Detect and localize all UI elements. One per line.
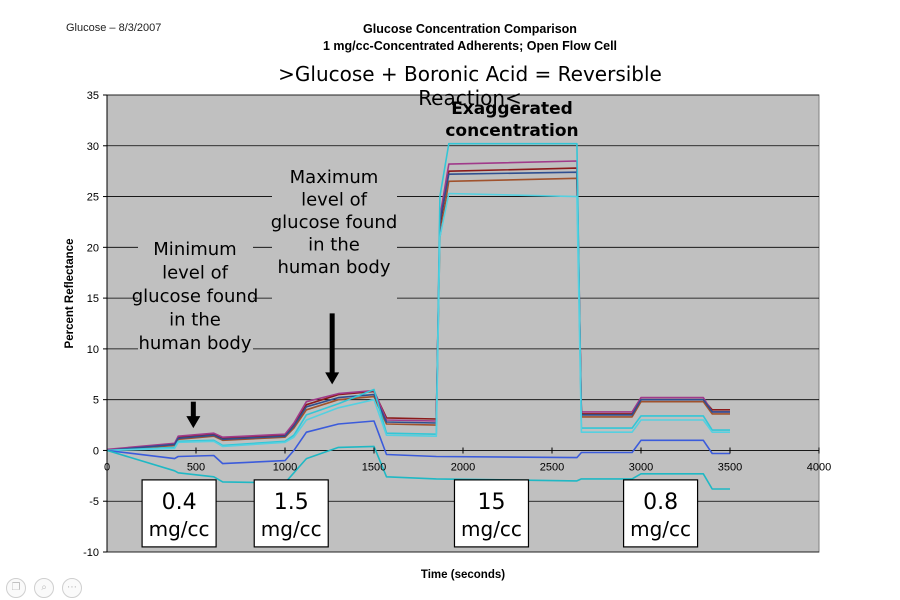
y-tick-label: 35: [87, 90, 99, 102]
x-tick-label: 2500: [540, 461, 564, 473]
min-annotation-bg: [138, 237, 253, 380]
concentration-box-2: [253, 479, 329, 548]
reaction-caption: >Glucose + Boronic Acid = Reversible Rea…: [278, 62, 662, 110]
max-annotation-bg: [272, 165, 397, 308]
chart-title: Glucose Concentration Comparison: [363, 22, 577, 36]
annotations-layer: Minimum level of glucose found in the human …: [132, 99, 579, 429]
concentration-box-1: [141, 479, 217, 548]
concentration-box-3: [453, 479, 530, 548]
more-icon[interactable]: ⋯: [62, 578, 82, 598]
x-axis-label: Time (seconds): [421, 569, 505, 581]
x-tick-label: 3000: [629, 461, 653, 473]
series-line-8: [106, 445, 730, 490]
series-layer: [106, 142, 730, 490]
series-line-7: [106, 420, 730, 465]
concentration-value: 0.8: [643, 490, 678, 515]
x-tick-label: 1000: [273, 461, 297, 473]
search-icon[interactable]: ⌕: [34, 578, 54, 598]
concentration-unit: mg/cc: [461, 517, 522, 541]
concentration-value: 1.5: [274, 490, 309, 515]
max-arrow-head: [325, 372, 340, 385]
y-tick-label: 25: [87, 192, 99, 204]
y-tick-label: 5: [93, 395, 99, 407]
min-glucose-annotation: Minimum level of glucose found in the human …: [132, 239, 259, 354]
corner-date-label: Glucose – 8/3/2007: [66, 22, 162, 34]
y-tick-label: 30: [87, 141, 99, 153]
y-axis-label: Percent Reflectance: [64, 239, 76, 349]
y-tick-label: -10: [83, 547, 99, 559]
x-tick-label: 4000: [807, 461, 831, 473]
chart-subtitle: 1 mg/cc-Concentrated Adherents; Open Flo…: [322, 39, 618, 53]
series-line-2: [106, 160, 730, 451]
exaggerated-annotation: Exaggerated concentration: [445, 99, 578, 141]
grid-lines: [107, 94, 819, 553]
concentration-unit: mg/cc: [630, 517, 691, 541]
series-line-3: [106, 177, 730, 452]
series-line-6: [106, 192, 730, 452]
concentration-value: 15: [477, 490, 505, 515]
max-glucose-annotation: Maximum level of glucose found in the human …: [271, 167, 398, 278]
concentration-unit: mg/cc: [261, 517, 322, 541]
x-tick-label: 3500: [718, 461, 742, 473]
y-tick-label: -5: [89, 496, 99, 508]
y-tick-label: 15: [87, 293, 99, 305]
copy-icon[interactable]: ❐: [6, 578, 26, 598]
x-tick-label: 1500: [362, 461, 386, 473]
y-tick-label: 10: [87, 344, 99, 356]
concentration-unit: mg/cc: [149, 517, 210, 541]
concentration-box-4: [622, 479, 699, 548]
y-tick-label: 0: [93, 445, 99, 457]
concentration-value: 0.4: [162, 490, 197, 515]
min-arrow-head: [186, 416, 201, 429]
x-tick-label: 500: [187, 461, 205, 473]
x-tick-label: 0: [104, 461, 110, 473]
axes: -10 -5 0 5 10 15 20 25 30 35 0 500 1000 1500 2000 2500 3…: [64, 90, 831, 581]
x-tick-label: 2000: [451, 461, 475, 473]
y-tick-label: 20: [87, 242, 99, 254]
series-line-4: [106, 171, 730, 452]
